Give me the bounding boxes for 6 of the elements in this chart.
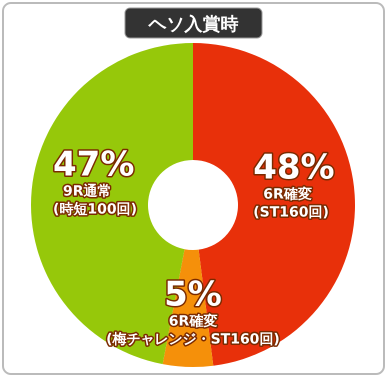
slice-label: 6R確変 (ST160回) <box>253 186 329 221</box>
data-label: 47% <box>53 144 134 185</box>
slice-label: 9R通常 (時短100回) <box>53 182 138 218</box>
slice-label: 6R確変 (梅チャレンジ・ST160回) <box>106 312 280 348</box>
chart-title: ヘソ入賞時 <box>148 14 238 35</box>
data-label: 5% <box>164 274 222 314</box>
